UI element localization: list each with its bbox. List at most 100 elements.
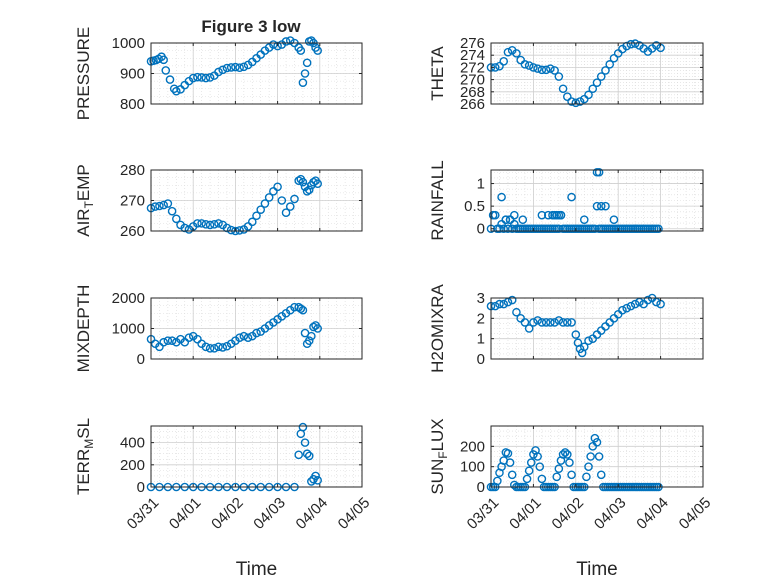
data-point (594, 452, 604, 461)
y-tick-label: 272 (460, 59, 485, 76)
y-axis-label-main: PRESSURE (74, 27, 93, 121)
subplot-3: 260 270 280 AIRTEMP (74, 162, 363, 240)
data-point (300, 438, 310, 447)
data-point (252, 211, 261, 221)
data-point (150, 202, 160, 211)
y-axis-label: TERRMSL (74, 418, 96, 495)
y-tick-label: 1000 (112, 321, 145, 338)
data-point (596, 470, 606, 480)
data-point (155, 342, 164, 352)
y-axis-label-main: MIXDEPTH (74, 285, 93, 373)
data-point (495, 299, 504, 309)
data-point (495, 61, 504, 71)
data-point (503, 47, 513, 57)
y-axis-label-main: AIR (74, 208, 93, 236)
data-point (558, 318, 568, 327)
data-point (201, 219, 211, 229)
data-point (193, 219, 202, 228)
data-point (214, 67, 223, 77)
y-tick-label: 900 (120, 66, 145, 83)
data-point (537, 474, 547, 484)
y-tick-label: 200 (120, 457, 145, 474)
data-point (550, 318, 559, 327)
data-point (510, 210, 519, 220)
data-point (643, 295, 653, 305)
data-point (630, 299, 640, 309)
subplot-5: 0 1000 2000 MIXDEPTH (74, 285, 363, 373)
data-point (563, 318, 572, 327)
data-point (558, 84, 568, 94)
y-axis-label-subscript: F (436, 451, 450, 458)
data-point (654, 224, 663, 234)
data-point (264, 193, 274, 202)
data-point (294, 450, 304, 460)
data-point (309, 322, 318, 332)
y-axis-label: PRESSURE (74, 27, 93, 121)
data-point (285, 202, 295, 211)
data-point (155, 201, 164, 211)
data-point (235, 333, 244, 342)
axes-box (150, 425, 363, 488)
data-point (652, 41, 661, 50)
y-tick-label: 2 (477, 310, 485, 327)
data-point (554, 464, 564, 474)
y-axis-label: THETA (428, 46, 447, 101)
data-point (239, 62, 249, 72)
data-point (302, 449, 312, 459)
y-tick-label: 0 (137, 479, 145, 496)
y-tick-label: 0.5 (464, 198, 485, 215)
data-point (239, 331, 249, 341)
data-point (556, 210, 566, 220)
data-point (205, 73, 215, 82)
data-point (273, 182, 282, 192)
x-axis-label: Time (236, 559, 278, 580)
data-point (222, 223, 232, 233)
data-point (311, 471, 320, 481)
y-tick-label: 1000 (112, 35, 145, 52)
y-tick-label: 200 (460, 438, 485, 455)
data-point (172, 214, 181, 224)
data-point (309, 177, 318, 187)
data-point (231, 62, 240, 72)
data-point (247, 217, 257, 227)
data-point (524, 324, 534, 333)
data-point (214, 342, 223, 352)
data-point (533, 316, 542, 325)
y-tick-label: 276 (460, 35, 485, 52)
data-point (499, 299, 509, 309)
data-point (163, 199, 173, 208)
y-tick-label: 0 (137, 351, 145, 368)
data-point (575, 97, 585, 106)
y-tick-label: 270 (120, 193, 145, 210)
data-point (537, 210, 547, 220)
y-axis-label-tail: LUX (428, 418, 447, 451)
data-point (269, 40, 278, 49)
data-point (522, 474, 532, 484)
data-point (180, 337, 190, 347)
data-point (550, 66, 559, 75)
y-axis-label: RAINFALL (428, 160, 447, 240)
data-point (563, 450, 572, 459)
data-point (537, 65, 547, 75)
data-point (541, 318, 551, 327)
data-point (298, 422, 308, 432)
data-point (546, 64, 555, 73)
data-point (507, 295, 517, 305)
data-point (159, 200, 168, 210)
data-point (592, 78, 602, 87)
y-tick-label: 400 (120, 435, 145, 452)
data-point (285, 36, 295, 45)
data-point (307, 36, 316, 45)
data-point (205, 220, 215, 230)
data-point (304, 185, 314, 195)
data-point (605, 60, 615, 69)
data-point (243, 333, 253, 342)
data-point (630, 39, 640, 48)
y-tick-label: 3 (477, 290, 485, 307)
data-point (505, 458, 515, 467)
data-point (584, 90, 593, 100)
data-point (505, 215, 515, 225)
data-point (209, 344, 219, 353)
data-point (235, 226, 244, 235)
